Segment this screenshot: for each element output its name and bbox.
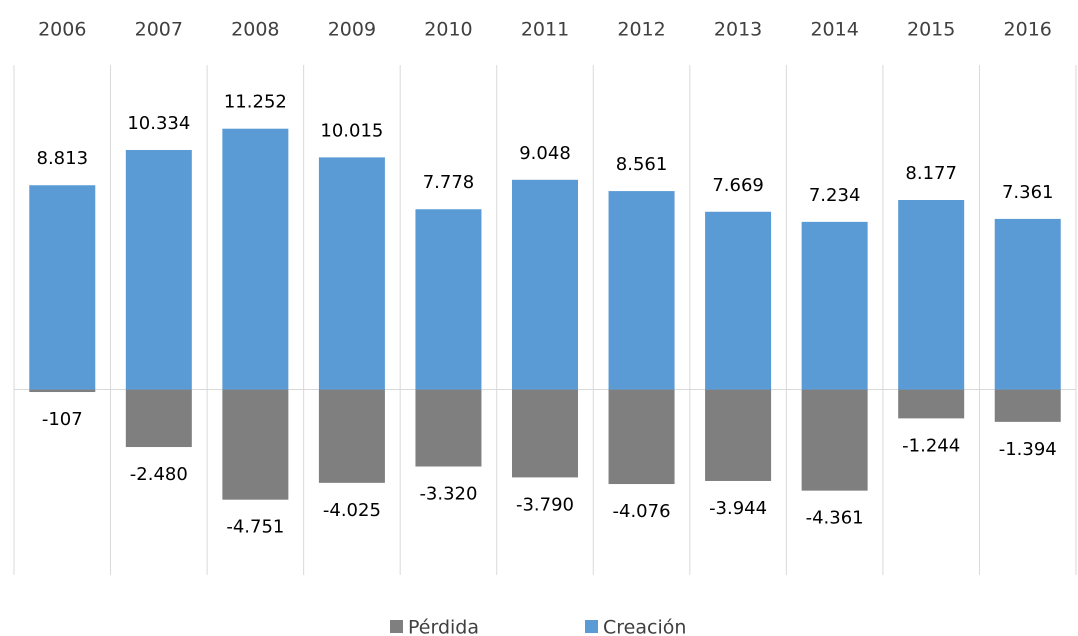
data-label: -4.025	[323, 500, 381, 521]
bar	[415, 209, 482, 390]
data-label: 8.813	[37, 148, 89, 169]
bar	[125, 389, 192, 448]
x-tick-label: 2016	[1004, 19, 1052, 41]
data-label: 10.334	[127, 113, 190, 134]
legend-swatch	[585, 620, 598, 633]
x-tick-label: 2006	[38, 19, 86, 41]
data-label: -3.320	[419, 484, 477, 505]
bar	[318, 389, 385, 483]
x-tick-label: 2010	[424, 19, 472, 41]
bar	[705, 211, 772, 390]
bar	[608, 389, 675, 485]
x-tick-label: 2008	[231, 19, 279, 41]
bar	[318, 157, 385, 390]
data-label: -1.394	[999, 439, 1057, 460]
data-label: -2.480	[130, 464, 188, 485]
data-label: -3.944	[709, 498, 767, 519]
x-tick-label: 2013	[714, 19, 762, 41]
data-label: -4.361	[806, 508, 864, 529]
data-label: 10.015	[320, 120, 383, 141]
bar	[994, 389, 1061, 422]
data-label: 7.361	[1002, 182, 1054, 203]
data-label: 7.669	[712, 175, 764, 196]
data-label: 8.561	[616, 154, 668, 175]
bar	[512, 179, 578, 390]
x-tick-label: 2015	[907, 19, 955, 41]
legend-label: Pérdida	[408, 617, 479, 636]
data-label: -4.076	[613, 501, 671, 522]
bar	[29, 389, 96, 393]
x-tick-label: 2009	[328, 19, 376, 41]
x-tick-label: 2011	[521, 19, 569, 41]
bar	[705, 389, 772, 481]
data-label: -4.751	[226, 517, 284, 538]
bar	[222, 128, 289, 390]
x-tick-label: 2012	[617, 19, 665, 41]
data-label: -107	[42, 409, 83, 430]
data-label: 9.048	[519, 143, 571, 164]
data-label: 7.778	[423, 172, 475, 193]
bar	[801, 389, 868, 491]
bar	[415, 389, 482, 467]
data-label: -1.244	[902, 435, 960, 456]
data-label: -3.790	[516, 494, 574, 515]
legend-label: Creación	[603, 617, 686, 636]
legend-swatch	[390, 620, 403, 633]
bar	[222, 389, 289, 500]
bar	[801, 221, 868, 390]
bar	[898, 199, 965, 390]
bar	[512, 389, 578, 478]
bar	[608, 191, 675, 390]
bar	[994, 218, 1061, 390]
bar	[29, 185, 96, 390]
bar	[125, 149, 192, 390]
data-label: 7.234	[809, 185, 861, 206]
x-tick-label: 2014	[810, 19, 858, 41]
bar	[898, 389, 965, 419]
data-label: 11.252	[224, 92, 287, 113]
data-label: 8.177	[905, 163, 957, 184]
x-tick-label: 2007	[135, 19, 183, 41]
